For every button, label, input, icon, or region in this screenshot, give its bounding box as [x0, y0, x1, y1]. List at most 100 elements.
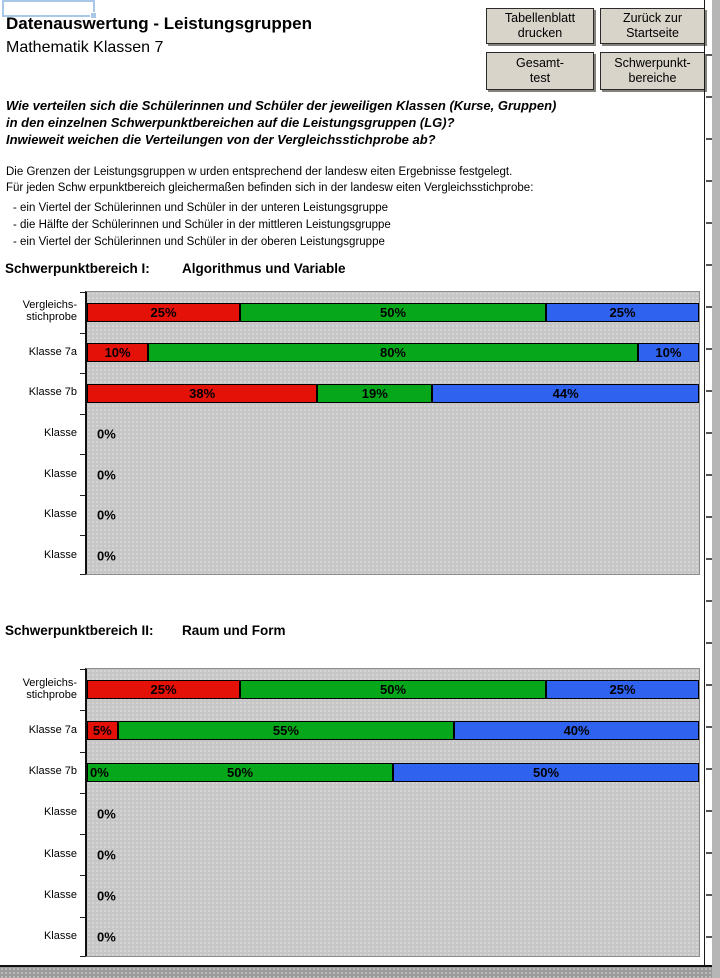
- chart-schwerpunktbereich-1[interactable]: 25% 50% 25% 10% 80% 10% 38% 19% 44% 0% 0% 0% 0% Vergl…: [0, 291, 700, 575]
- segment-value-label: 25%: [609, 682, 636, 698]
- stacked-bar: 5% 55% 40%: [87, 721, 699, 741]
- segment-value-label: 25%: [609, 304, 636, 320]
- row-label: Klasse: [43, 508, 77, 521]
- segment-value-label: 25%: [150, 304, 177, 320]
- bullet-item: - die Hälfte der Schülerinnen und Schüle…: [13, 219, 391, 231]
- row-label: Vergleichs- stichprobe: [22, 676, 77, 701]
- vertical-scrollbar-area[interactable]: [712, 0, 720, 978]
- zero-segment-label: 0%: [90, 764, 109, 780]
- selection-fill-handle[interactable]: [90, 12, 97, 19]
- sheet-right-gutter-ticks: [706, 14, 712, 964]
- segment-value-label: 40%: [563, 723, 590, 739]
- intro-text: Die Grenzen der Leistungsgruppen w urden…: [6, 164, 533, 196]
- axis-tick: [80, 875, 85, 876]
- bar-segment-middle: 55%: [117, 721, 455, 741]
- horizontal-scrollbar-area[interactable]: [0, 967, 712, 978]
- zero-value-label: 0%: [97, 467, 116, 483]
- bar-segment-upper: 50%: [393, 762, 699, 782]
- zero-value-label: 0%: [97, 426, 116, 442]
- bar-segment-lower: 38%: [87, 383, 318, 403]
- row-label: Klasse: [43, 806, 77, 819]
- row-label: Klasse: [43, 889, 77, 902]
- axis-tick: [80, 292, 85, 293]
- bullet-item: - ein Viertel der Schülerinnen und Schül…: [13, 202, 389, 214]
- chart1-topic-label: Algorithmus und Variable: [182, 261, 346, 276]
- axis-tick: [80, 956, 85, 957]
- schwerpunktbereiche-button[interactable]: Schwerpunkt- bereiche: [600, 52, 705, 90]
- axis-tick: [80, 373, 85, 374]
- chart1-title-label: Schwerpunktbereich I:: [5, 261, 150, 276]
- bar-segment-upper: 25%: [546, 302, 699, 322]
- intro-line: Die Grenzen der Leistungsgruppen w urden…: [6, 166, 513, 178]
- chart2-topic-label: Raum und Form: [182, 623, 286, 638]
- segment-value-label: 38%: [189, 385, 216, 401]
- stacked-bar: 38% 19% 44%: [87, 383, 699, 403]
- zero-value-label: 0%: [97, 806, 116, 821]
- axis-tick: [80, 834, 85, 835]
- question-line: Wie verteilen sich die Schülerinnen und …: [6, 98, 557, 113]
- back-to-start-button[interactable]: Zurück zur Startseite: [600, 8, 705, 44]
- bar-segment-middle: 19%: [317, 383, 433, 403]
- chart2-title: Schwerpunktbereich II: Raum und Form: [5, 623, 286, 641]
- zero-value-label: 0%: [97, 847, 116, 863]
- question-line: in den einzelnen Schwerpunktbereichen au…: [6, 115, 455, 130]
- bar-segment-middle: 50%: [87, 762, 393, 782]
- axis-tick: [80, 535, 85, 536]
- zero-value-label: 0%: [97, 929, 116, 945]
- gesamttest-button[interactable]: Gesamt- test: [486, 52, 594, 90]
- segment-value-label: 25%: [150, 682, 177, 698]
- axis-tick: [80, 495, 85, 496]
- question-text: Wie verteilen sich die Schülerinnen und …: [6, 97, 556, 148]
- segment-value-label: 80%: [379, 345, 406, 361]
- segment-value-label: 10%: [104, 345, 131, 361]
- axis-tick: [80, 414, 85, 415]
- axis-tick: [80, 917, 85, 918]
- chart2-title-label: Schwerpunktbereich II:: [5, 623, 154, 638]
- sheet-bottom-edge-line: [0, 965, 712, 967]
- segment-value-label: 50%: [226, 764, 254, 780]
- bullet-list: - ein Viertel der Schülerinnen und Schül…: [13, 200, 391, 251]
- page-title: Datenauswertung - Leistungsgruppen: [6, 14, 313, 33]
- axis-tick: [80, 454, 85, 455]
- axis-tick: [80, 710, 85, 711]
- row-label: Klasse: [43, 467, 77, 480]
- bar-segment-lower: 5%: [87, 721, 118, 741]
- axis-tick: [80, 574, 85, 575]
- segment-value-label: 50%: [532, 764, 560, 780]
- segment-value-label: 50%: [379, 304, 407, 320]
- bar-segment-lower: 10%: [87, 343, 149, 363]
- bar-segment-upper: 10%: [637, 343, 699, 363]
- zero-value-label: 0%: [97, 548, 116, 564]
- bar-segment-lower: 25%: [87, 302, 240, 322]
- row-label: Klasse: [43, 548, 77, 561]
- plot-area: 25% 50% 25% 5% 55% 40% 0% 50% 50% 0% 0% 0% 0%: [80, 668, 700, 957]
- plot-area: 25% 50% 25% 10% 80% 10% 38% 19% 44% 0% 0% 0% 0%: [80, 291, 700, 575]
- question-line: Inwieweit weichen die Verteilungen von d…: [6, 132, 436, 147]
- selected-cell-outline: [2, 0, 97, 19]
- segment-value-label: 5%: [92, 723, 112, 739]
- page-subtitle: Mathematik Klassen 7: [6, 39, 164, 56]
- row-label: Klasse 7b: [28, 386, 77, 399]
- sheet-right-edge-line: [704, 0, 705, 966]
- segment-value-label: 55%: [272, 723, 299, 739]
- row-label: Klasse 7a: [28, 723, 77, 736]
- bullet-item: - ein Viertel der Schülerinnen und Schül…: [13, 236, 385, 248]
- segment-value-label: 10%: [655, 345, 682, 361]
- chart1-title: Schwerpunktbereich I: Algorithmus und Va…: [5, 261, 346, 279]
- segment-value-label: 44%: [552, 385, 579, 401]
- intro-line: Für jeden Schw erpunktbereich gleicherma…: [6, 182, 534, 194]
- axis-tick: [80, 669, 85, 670]
- stacked-bar: 25% 50% 25%: [87, 302, 699, 322]
- row-label: Klasse: [43, 847, 77, 860]
- segment-value-label: 19%: [361, 385, 388, 401]
- print-sheet-button[interactable]: Tabellenblatt drucken: [486, 8, 594, 44]
- bar-segment-upper: 25%: [546, 680, 699, 700]
- stacked-bar: 10% 80% 10%: [87, 343, 699, 363]
- bar-segment-upper: 40%: [454, 721, 699, 741]
- chart-schwerpunktbereich-2[interactable]: 25% 50% 25% 5% 55% 40% 0% 50% 50% 0% 0% 0% 0% Verglei…: [0, 668, 700, 957]
- bar-segment-middle: 50%: [240, 680, 546, 700]
- axis-tick: [80, 333, 85, 334]
- row-label: Klasse: [43, 426, 77, 439]
- segment-value-label: 50%: [379, 682, 407, 698]
- row-label: Klasse 7b: [28, 765, 77, 778]
